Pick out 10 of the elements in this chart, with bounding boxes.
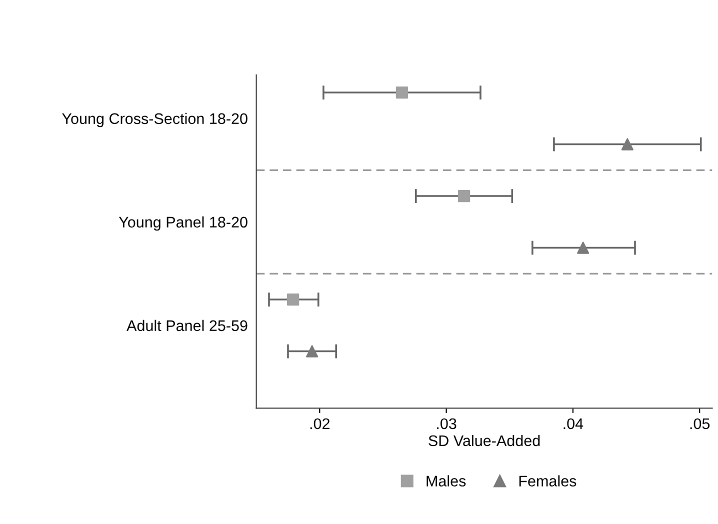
legend-label: Males: [426, 475, 466, 486]
x-tick-label: .02: [310, 418, 330, 430]
x-tick-label: .04: [564, 418, 584, 430]
x-tick-label: .03: [437, 418, 456, 430]
y-tick-label: Adult Panel 25-59: [126, 320, 248, 332]
y-tick-label: Young Panel 18-20: [118, 216, 248, 231]
y-tick-label: Young Cross-Section 18-20: [62, 112, 248, 128]
x-axis-title: SD Value-Added: [428, 434, 540, 446]
x-tick-label: .05: [690, 418, 710, 430]
legend-label: Females: [519, 475, 576, 486]
